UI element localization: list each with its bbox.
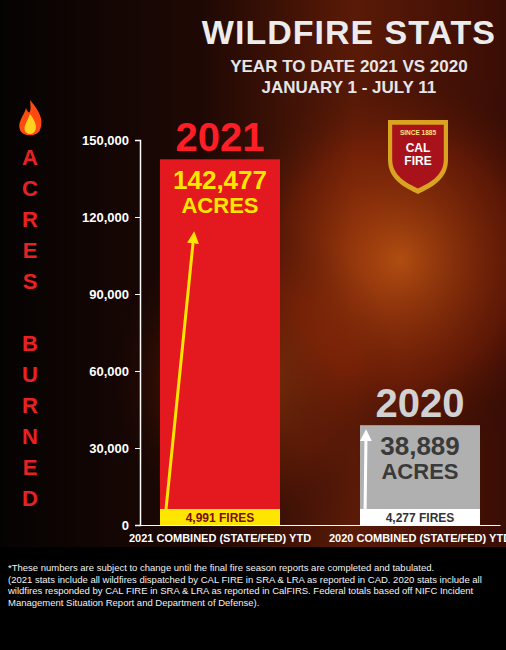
logo-since: SINCE 1885 [400, 129, 437, 136]
value-label-line: ACRES [181, 193, 258, 218]
footnote: *These numbers are subject to change unt… [8, 562, 434, 573]
y-tick-label: 90,000 [89, 287, 129, 302]
bar-header: 2020 [376, 381, 465, 425]
y-tick: 60,000 [89, 364, 140, 379]
footnote: (2021 stats include all wildfires dispat… [7, 574, 482, 608]
y-tick-label: 0 [122, 518, 129, 533]
x-tick: 2020 COMBINED (STATE/FED) YTD [329, 532, 506, 544]
y-axis: 0 30,000 60,000 90,000 120,000 150,000 [82, 133, 141, 533]
bar [360, 425, 480, 525]
logo-shield-inner [392, 125, 444, 189]
fire-count-strip [160, 509, 280, 525]
y-tick-mark [135, 140, 140, 141]
logo-shield [388, 120, 448, 194]
y-axis-title-letter: R [22, 207, 38, 232]
x-tick-label: 2020 COMBINED (STATE/FED) YTD [329, 532, 506, 544]
y-axis-title-letter: B [22, 331, 38, 356]
flame-outer [19, 100, 41, 135]
value-label-line: 38,889 [380, 431, 460, 461]
title: WILDFIRE STATS [202, 13, 496, 51]
chart-canvas: WILDFIRE STATS YEAR TO DATE 2021 VS 2020 J… [0, 0, 506, 650]
bars [160, 159, 480, 525]
growth-arrow [165, 237, 194, 519]
value-label: 142,477ACRES [173, 165, 267, 218]
y-axis-title-letter: E [23, 238, 38, 263]
y-tick-label: 30,000 [89, 441, 129, 456]
fire-count-label: 4,991 FIRES [186, 511, 255, 525]
y-axis-title-letter: U [22, 362, 38, 387]
fire-count-strip [360, 509, 480, 525]
value-label-line: 142,477 [173, 165, 267, 195]
x-tick-label: 2021 COMBINED (STATE/FED) YTD [129, 532, 311, 544]
y-axis-title-letter: N [22, 424, 38, 449]
bar-annotations: 4,991 FIRES2021142,477ACRES4,277 FIRES20… [160, 115, 480, 525]
footnote-line: (2021 stats include all wildfires dispat… [8, 574, 482, 585]
y-tick-label: 60,000 [89, 364, 129, 379]
footnote-line: *These numbers are subject to change unt… [8, 562, 434, 573]
y-tick: 150,000 [82, 133, 140, 148]
y-axis-title-letter: A [22, 145, 38, 170]
footer-background [0, 547, 506, 650]
y-tick: 120,000 [82, 210, 140, 225]
logo-name: CALFIRE [404, 141, 431, 168]
y-tick: 30,000 [89, 441, 140, 456]
footnotes: *These numbers are subject to change unt… [7, 562, 482, 608]
y-axis-title-letter: D [22, 486, 38, 511]
logo: CALFIRE SINCE 1885 [388, 120, 448, 194]
y-tick-mark [135, 448, 140, 449]
y-tick: 0 [122, 518, 140, 533]
y-tick-mark [135, 294, 140, 295]
y-tick-label: 120,000 [82, 210, 129, 225]
period: JANUARY 1 - JULY 11 [262, 78, 437, 97]
y-tick: 90,000 [89, 287, 140, 302]
bar [160, 159, 280, 525]
y-tick-mark [135, 525, 140, 526]
x-tick: 2021 COMBINED (STATE/FED) YTD [129, 532, 311, 544]
y-axis-title-letter: E [23, 455, 38, 480]
y-tick-mark [135, 371, 140, 372]
fire-count-label: 4,277 FIRES [386, 511, 455, 525]
x-axis: 2021 COMBINED (STATE/FED) YTD 2020 COMBIN… [129, 526, 506, 544]
y-axis-title-letter: S [23, 269, 38, 294]
y-axis-title-letter [27, 300, 33, 325]
footnote-line: Management Situation Report and Departme… [8, 597, 259, 608]
logo-name-line: CAL [406, 141, 431, 155]
subtitle: YEAR TO DATE 2021 VS 2020 [230, 57, 467, 76]
chart-container: WILDFIRE STATS YEAR TO DATE 2021 VS 2020 J… [0, 0, 506, 650]
bar-header: 2021 [176, 115, 265, 159]
y-axis-title-letter: R [22, 393, 38, 418]
x-axis-line [141, 525, 501, 526]
logo-name-line: FIRE [404, 154, 431, 168]
value-label: 38,889ACRES [380, 431, 460, 484]
y-axis-title: ACRES BURNED [22, 145, 38, 511]
y-axis-line [135, 141, 141, 526]
flame-icon [19, 100, 41, 135]
value-label-line: ACRES [381, 459, 458, 484]
y-tick-mark [135, 217, 140, 218]
y-tick-label: 150,000 [82, 133, 129, 148]
footnote-line: wildfires responded by CAL FIRE in SRA &… [7, 585, 474, 596]
y-axis-title-letter: C [22, 176, 38, 201]
growth-arrow [365, 435, 366, 519]
flame-inner [24, 114, 35, 134]
